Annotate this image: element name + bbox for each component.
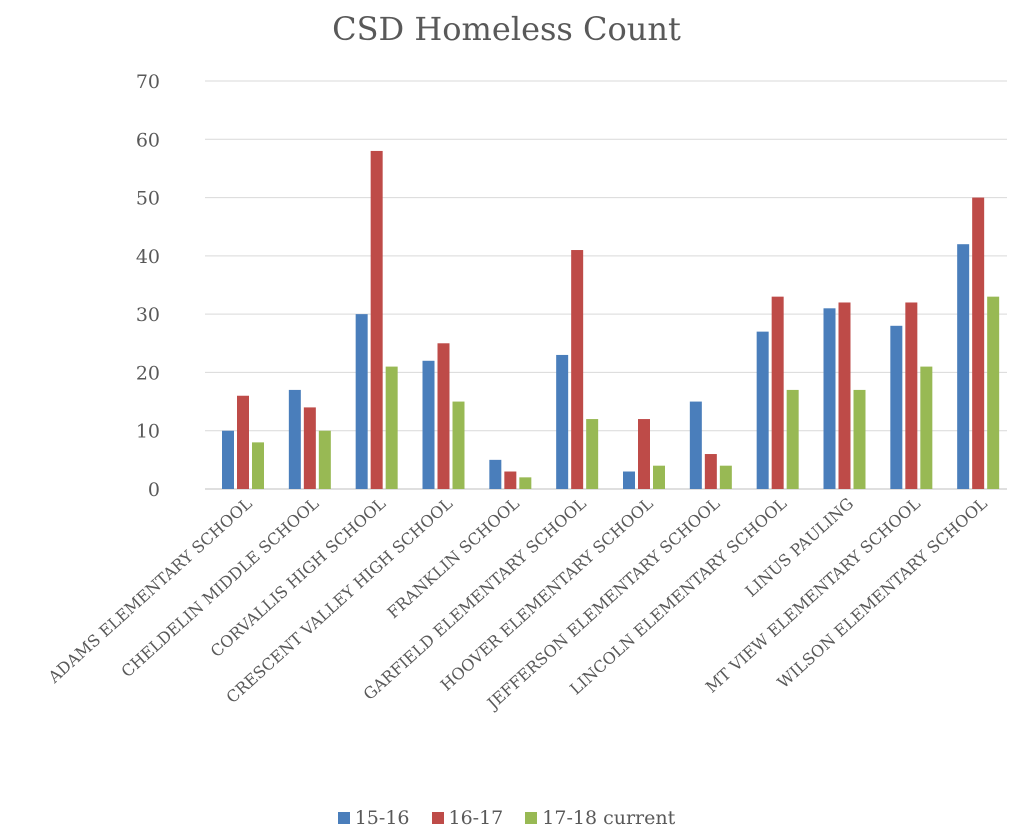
legend-label: 16-17 [448, 807, 504, 829]
y-tick-label: 30 [136, 304, 160, 326]
bar-17-18-current-9 [786, 389, 799, 489]
bar-15-16-9 [756, 331, 769, 489]
bar-17-18-current-1 [252, 442, 264, 489]
bar-16-17-12 [972, 197, 985, 490]
bar-17-18-current-3 [385, 366, 398, 489]
bar-17-18-current-10 [853, 389, 866, 489]
bar-15-16-5 [489, 459, 502, 489]
legend-item: 17-18 current [525, 807, 675, 829]
bar-15-16-8 [689, 401, 702, 489]
bar-17-18-current-2 [318, 430, 331, 489]
bar-16-17-7 [638, 419, 650, 489]
bar-15-16-3 [355, 314, 368, 489]
bars [222, 150, 1000, 490]
bar-17-18-current-5 [519, 477, 532, 489]
bar-15-16-6 [556, 354, 569, 489]
legend-label: 17-18 current [542, 807, 676, 829]
bar-16-17-4 [437, 343, 450, 489]
legend-item: 15-16 [337, 807, 410, 829]
bar-17-18-current-12 [987, 296, 1000, 489]
gridlines [205, 80, 1007, 490]
bar-16-17-2 [303, 407, 316, 489]
bar-15-16-4 [422, 360, 435, 489]
y-tick-label: 0 [148, 479, 160, 501]
x-tick-label: JEFFERSON ELEMENTARY SCHOOL [482, 494, 724, 714]
y-tick-label: 20 [136, 362, 160, 384]
y-axis-ticks: 0 10 20 30 40 50 60 70 [136, 71, 160, 501]
bar-16-17-5 [504, 471, 517, 489]
bar-16-17-8 [704, 454, 717, 489]
chart-title: CSD Homeless Count [332, 10, 681, 48]
bar-15-16-11 [890, 325, 903, 489]
bar-16-17-11 [905, 302, 918, 489]
bar-15-16-12 [957, 244, 970, 489]
bar-15-16-7 [623, 471, 635, 489]
bar-16-17-9 [771, 296, 784, 489]
y-tick-label: 70 [136, 71, 160, 93]
bar-15-16-2 [288, 389, 301, 489]
legend-swatch [431, 812, 444, 824]
bar-17-18-current-6 [586, 419, 599, 489]
bar-15-16-10 [823, 308, 836, 489]
bar-15-16-1 [222, 430, 234, 489]
y-tick-label: 50 [136, 188, 160, 210]
legend-label: 15-16 [354, 807, 410, 829]
bar-17-18-current-11 [920, 366, 933, 489]
bar-16-17-3 [370, 150, 383, 489]
bar-16-17-1 [237, 395, 249, 489]
legend-item: 16-17 [431, 807, 504, 829]
x-tick-label: FRANKLIN SCHOOL [383, 494, 523, 623]
bar-16-17-10 [838, 302, 851, 489]
legend-swatch [525, 812, 538, 824]
legend-swatch [337, 812, 350, 824]
bar-17-18-current-8 [719, 465, 732, 489]
y-tick-label: 60 [136, 129, 160, 151]
y-tick-label: 10 [136, 421, 160, 443]
legend: 15-16 16-17 17-18 current [0, 807, 1013, 829]
bar-17-18-current-4 [452, 401, 465, 489]
y-tick-label: 40 [136, 246, 160, 268]
bar-16-17-6 [571, 250, 584, 489]
bar-17-18-current-7 [653, 465, 665, 489]
